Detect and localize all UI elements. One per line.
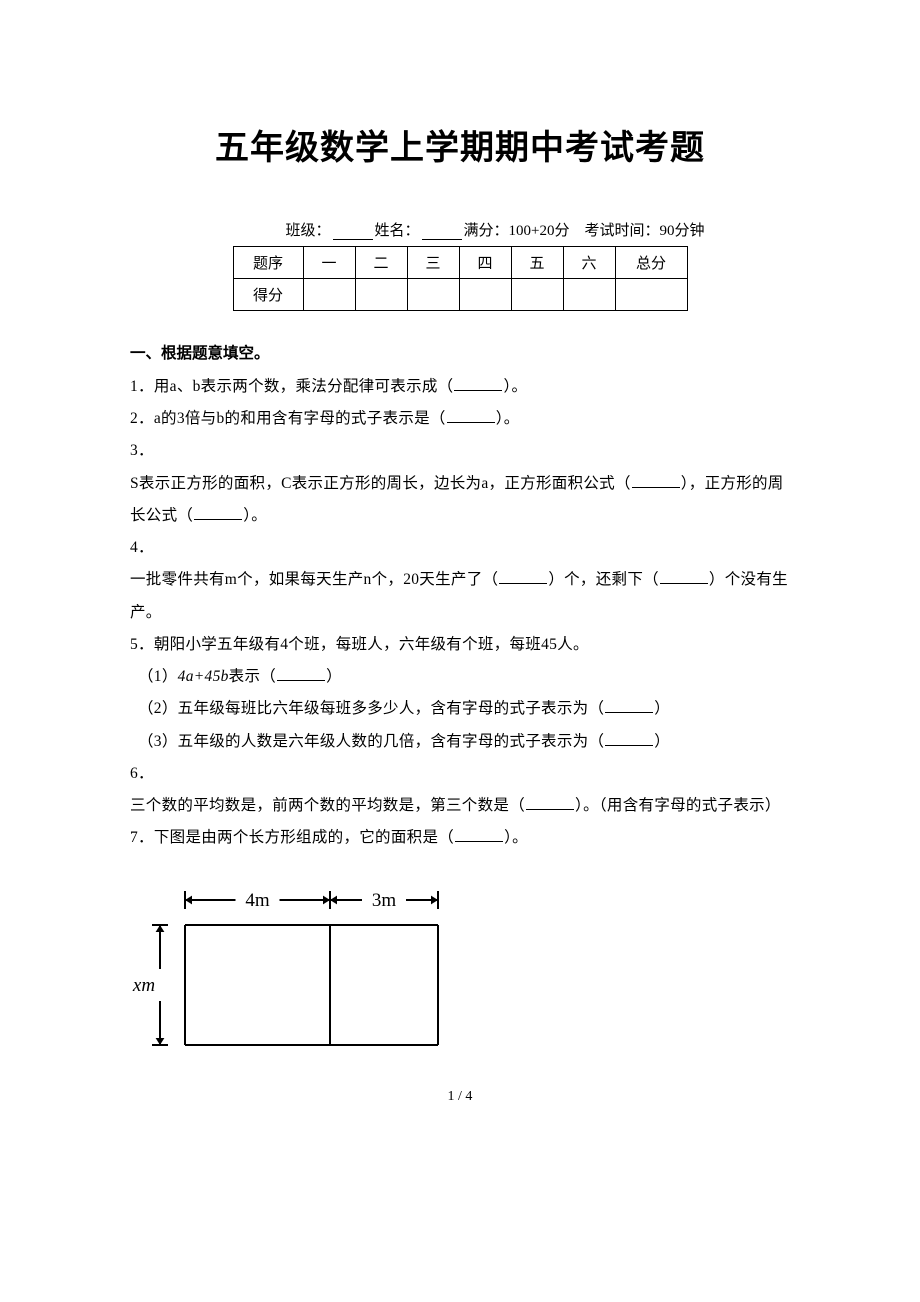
q6b-text: ）。（用含有字母的式子表示） xyxy=(575,797,781,814)
class-label: 班级： xyxy=(285,223,330,239)
q4a-text: 一批零件共有m个，如果每天生产n个，20天生产了（ xyxy=(130,571,498,588)
col-4: 四 xyxy=(459,247,511,279)
question-5-2: （2）五年级每班比六年级每班多多少人，含有字母的式子表示为（ ） xyxy=(130,693,790,725)
q5-1b: 表示（ xyxy=(229,668,276,685)
q4b-text: ）个，还剩下（ xyxy=(548,571,659,588)
section-header: 一、根据题意填空。 xyxy=(130,341,790,363)
answer-blank xyxy=(499,570,547,584)
q6a-text: 三个数的平均数是，前两个数的平均数是，第三个数是（ xyxy=(130,797,525,814)
answer-blank xyxy=(454,377,502,391)
name-label: 姓名： xyxy=(375,223,420,239)
col-2: 二 xyxy=(355,247,407,279)
question-5: 5．朝阳小学五年级有4个班，每班人，六年级有个班，每班45人。 xyxy=(130,629,790,661)
answer-blank xyxy=(632,474,680,488)
score-cell xyxy=(355,279,407,311)
answer-blank xyxy=(605,699,653,713)
svg-text:3m: 3m xyxy=(372,890,397,911)
class-blank xyxy=(333,224,373,240)
score-table: 题序 一 二 三 四 五 六 总分 得分 xyxy=(233,246,688,311)
full-marks-label: 满分：100+20分 xyxy=(464,223,570,239)
q7-text: 7．下图是由两个长方形组成的，它的面积是（ xyxy=(130,829,454,846)
score-cell xyxy=(511,279,563,311)
answer-blank xyxy=(526,796,574,810)
row1-label: 题序 xyxy=(233,247,303,279)
question-1: 1．用a、b表示两个数，乘法分配律可表示成（ ）。 xyxy=(130,371,790,403)
q7b-text: ）。 xyxy=(504,829,528,846)
figure-svg: 4m 3m xm xyxy=(130,885,470,1060)
question-3-num: 3． xyxy=(130,435,790,467)
answer-blank xyxy=(447,409,495,423)
rectangle-figure: 4m 3m xm xyxy=(130,885,790,1065)
exam-info-line: 班级： 姓名： 满分：100+20分 考试时间：90分钟 xyxy=(130,219,790,240)
q5-2b: ） xyxy=(654,700,670,717)
math-expr: 4a+45b xyxy=(178,668,229,685)
score-cell xyxy=(563,279,615,311)
table-row: 得分 xyxy=(233,279,687,311)
q2-tail: ）。 xyxy=(496,410,520,427)
question-4: 一批零件共有m个，如果每天生产n个，20天生产了（）个，还剩下（）个没有生产。 xyxy=(130,564,790,628)
question-2: 2．a的3倍与b的和用含有字母的式子表示是（ ）。 xyxy=(130,403,790,435)
col-1: 一 xyxy=(303,247,355,279)
q5-1a: （1） xyxy=(138,668,178,685)
svg-text:xm: xm xyxy=(132,975,155,996)
answer-blank xyxy=(605,732,653,746)
q5-3b: ） xyxy=(654,733,670,750)
answer-blank xyxy=(194,506,242,520)
col-6: 六 xyxy=(563,247,615,279)
q1-tail: ）。 xyxy=(503,378,527,395)
score-cell xyxy=(459,279,511,311)
name-blank xyxy=(422,224,462,240)
page-footer: 1 / 4 xyxy=(130,1089,790,1105)
svg-text:4m: 4m xyxy=(245,890,270,911)
score-cell xyxy=(615,279,687,311)
question-6: 三个数的平均数是，前两个数的平均数是，第三个数是（ ）。（用含有字母的式子表示） xyxy=(130,790,790,822)
q3a-text: S表示正方形的面积，C表示正方形的周长，边长为a，正方形面积公式（ xyxy=(130,475,631,492)
score-cell xyxy=(303,279,355,311)
question-7: 7．下图是由两个长方形组成的，它的面积是（ ）。 xyxy=(130,822,790,854)
q5-2: （2）五年级每班比六年级每班多多少人，含有字母的式子表示为（ xyxy=(138,700,604,717)
answer-blank xyxy=(660,570,708,584)
table-row: 题序 一 二 三 四 五 六 总分 xyxy=(233,247,687,279)
answer-blank xyxy=(455,828,503,842)
duration-label: 考试时间：90分钟 xyxy=(584,223,704,239)
col-total: 总分 xyxy=(615,247,687,279)
question-6-num: 6． xyxy=(130,758,790,790)
col-5: 五 xyxy=(511,247,563,279)
q3c-text: ）。 xyxy=(243,507,267,524)
document-title: 五年级数学上学期期中考试考题 xyxy=(130,120,790,169)
q2-text: 2．a的3倍与b的和用含有字母的式子表示是（ xyxy=(130,410,446,427)
q1-text: 1．用a、b表示两个数，乘法分配律可表示成（ xyxy=(130,378,453,395)
row2-label: 得分 xyxy=(233,279,303,311)
q5-3: （3）五年级的人数是六年级人数的几倍，含有字母的式子表示为（ xyxy=(138,733,604,750)
col-3: 三 xyxy=(407,247,459,279)
question-5-3: （3）五年级的人数是六年级人数的几倍，含有字母的式子表示为（ ） xyxy=(130,726,790,758)
answer-blank xyxy=(277,667,325,681)
question-4-num: 4． xyxy=(130,532,790,564)
score-cell xyxy=(407,279,459,311)
q5-1c: ） xyxy=(326,668,342,685)
question-3: S表示正方形的面积，C表示正方形的周长，边长为a，正方形面积公式（），正方形的周… xyxy=(130,468,790,532)
question-5-1: （1）4a+45b表示（ ） xyxy=(130,661,790,693)
